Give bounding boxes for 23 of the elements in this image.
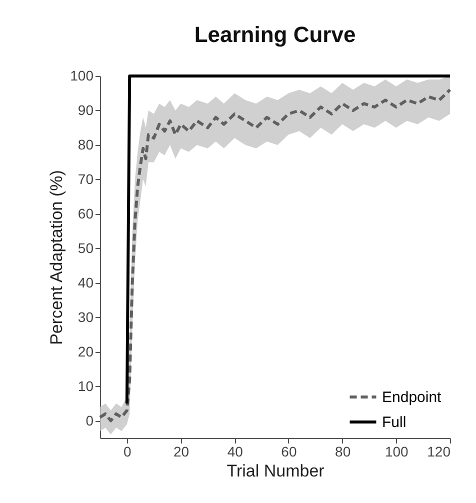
- chart-title: Learning Curve: [194, 22, 356, 47]
- y-tick-label: 50: [78, 240, 94, 256]
- x-tick-label: 100: [384, 444, 409, 460]
- y-tick-label: 80: [78, 136, 94, 152]
- y-tick-label: 0: [86, 412, 94, 428]
- x-tick-label: 40: [227, 444, 244, 460]
- y-tick-label: 20: [78, 343, 94, 360]
- x-tick-label: 120: [427, 444, 451, 460]
- y-tick-label: 70: [78, 170, 94, 187]
- x-tick-label: 60: [281, 444, 297, 460]
- x-axis-title: Trial Number: [226, 462, 325, 480]
- legend-label: Full: [382, 414, 406, 431]
- y-tick-label: 30: [78, 308, 94, 325]
- y-tick-label: 40: [78, 274, 94, 290]
- x-tick-label: 0: [124, 444, 132, 460]
- legend-label: Endpoint: [382, 389, 442, 406]
- y-tick-label: 60: [78, 205, 94, 222]
- x-tick-label: 20: [173, 444, 190, 460]
- y-tick-label: 100: [70, 68, 94, 84]
- y-axis-title: Percent Adaptation (%): [47, 170, 66, 345]
- x-tick-label: 80: [335, 444, 351, 460]
- y-tick-label: 90: [78, 102, 94, 118]
- y-tick-label: 10: [78, 378, 94, 394]
